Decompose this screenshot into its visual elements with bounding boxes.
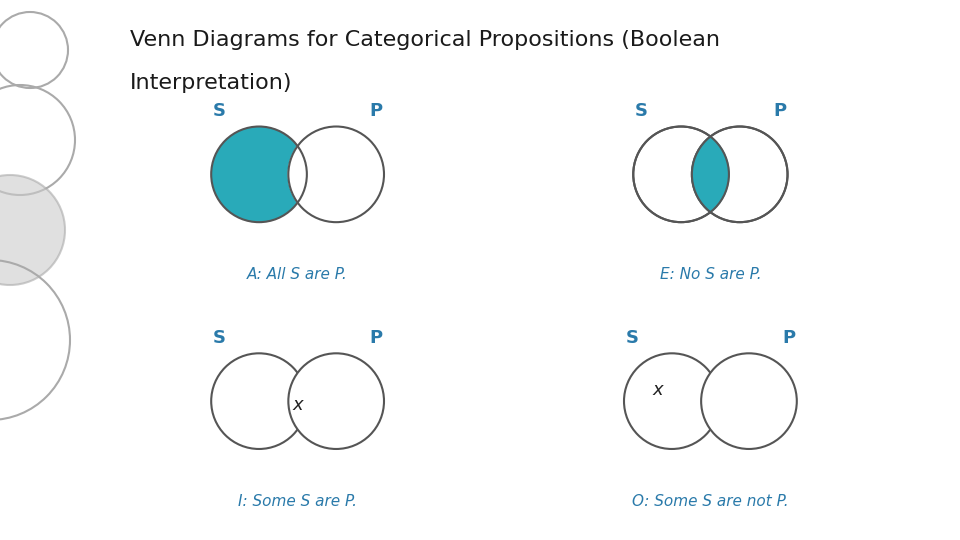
Circle shape [0,175,65,285]
Text: O: Some S are not P.: O: Some S are not P. [632,494,789,509]
Text: S: S [213,329,226,347]
Text: S: S [626,329,638,347]
Circle shape [692,126,787,222]
Circle shape [211,353,307,449]
Circle shape [624,353,720,449]
Text: P: P [370,103,382,120]
Circle shape [634,126,729,222]
Polygon shape [692,137,729,212]
Text: x: x [653,381,663,399]
Text: P: P [773,103,786,120]
Polygon shape [288,146,307,202]
Text: Interpretation): Interpretation) [130,73,292,93]
Text: S: S [213,103,226,120]
Text: x: x [292,396,303,414]
Text: P: P [370,329,382,347]
Text: A: All S are P.: A: All S are P. [248,267,348,282]
Circle shape [701,353,797,449]
Circle shape [211,126,307,222]
Text: P: P [782,329,795,347]
Text: Venn Diagrams for Categorical Propositions (Boolean: Venn Diagrams for Categorical Propositio… [130,30,720,50]
Circle shape [288,353,384,449]
Text: E: No S are P.: E: No S are P. [660,267,761,282]
Text: I: Some S are P.: I: Some S are P. [238,494,357,509]
Text: S: S [635,103,648,120]
